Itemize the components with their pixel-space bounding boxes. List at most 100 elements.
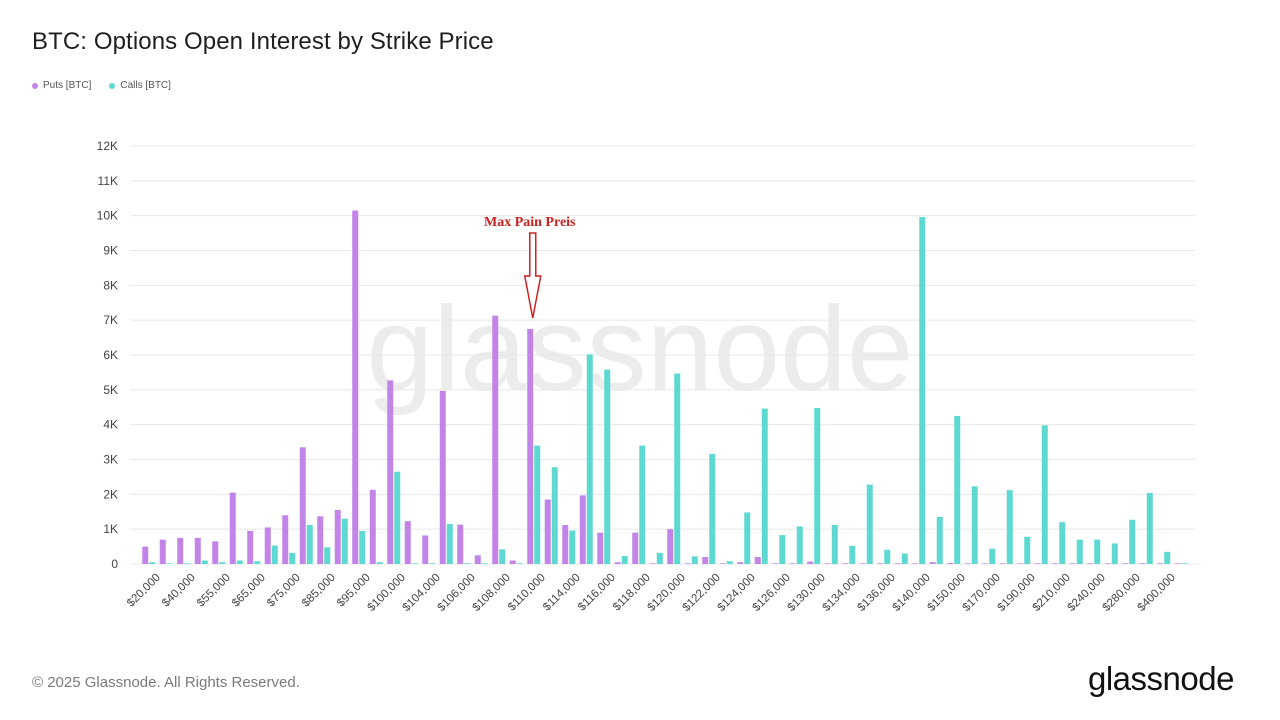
calls-bar: [831, 524, 838, 564]
puts-bar: [667, 529, 674, 564]
puts-bar: [684, 563, 691, 564]
x-tick-label: $85,000: [300, 572, 338, 610]
legend-label-calls: Calls [BTC]: [120, 80, 171, 91]
puts-bar: [614, 562, 621, 564]
puts-bar: [877, 563, 884, 564]
puts-bar: [982, 563, 989, 564]
puts-bar: [1052, 563, 1059, 564]
puts-bar: [579, 495, 586, 564]
calls-bar: [1181, 563, 1188, 564]
calls-bar: [866, 484, 873, 564]
calls-bar: [761, 408, 768, 564]
puts-bar: [509, 560, 516, 564]
calls-bar: [726, 561, 733, 564]
puts-bar: [597, 532, 604, 564]
puts-bar: [859, 563, 866, 564]
puts-bar: [1017, 563, 1024, 564]
calls-bar: [219, 562, 226, 564]
puts-bar: [649, 563, 656, 564]
puts-bar: [317, 516, 324, 564]
calls-bar: [919, 217, 926, 564]
puts-legend-dot: [32, 82, 38, 89]
calls-bar: [604, 369, 611, 564]
calls-bar: [621, 555, 628, 564]
x-tick-label: $400,000: [1135, 572, 1177, 614]
puts-bar: [737, 562, 744, 564]
puts-bar: [1087, 563, 1094, 564]
calls-bar: [446, 523, 453, 564]
y-tick-label: 7K: [103, 313, 118, 327]
calls-bar: [1164, 551, 1171, 564]
puts-bar: [387, 380, 394, 564]
puts-bar: [457, 524, 464, 564]
calls-bar: [1111, 543, 1118, 564]
y-tick-label: 3K: [103, 453, 118, 467]
legend-item-calls[interactable]: Calls [BTC]: [109, 80, 171, 91]
calls-bar: [481, 563, 488, 564]
y-tick-label: 0: [111, 557, 118, 571]
calls-bar: [411, 563, 418, 564]
calls-bar: [1129, 519, 1136, 564]
max-pain-label: Max Pain Preis: [484, 215, 576, 230]
calls-bar: [709, 453, 716, 564]
puts-bar: [334, 510, 341, 564]
puts-bar: [544, 499, 551, 564]
puts-bar: [282, 515, 289, 564]
calls-bar: [464, 563, 471, 564]
calls-bar: [1094, 539, 1101, 564]
calls-bar: [306, 524, 313, 564]
y-tick-label: 6K: [103, 348, 118, 362]
puts-bar: [719, 563, 726, 564]
x-tick-label: $108,000: [470, 572, 512, 614]
calls-bar: [639, 445, 646, 564]
y-tick-label: 1K: [103, 522, 118, 536]
calls-bar: [376, 562, 383, 564]
calls-bar: [394, 471, 401, 564]
calls-bar: [271, 545, 278, 564]
puts-bar: [229, 492, 236, 564]
calls-bar: [744, 512, 751, 564]
x-tick-label: $55,000: [195, 572, 233, 610]
calls-bar: [569, 530, 576, 564]
puts-bar: [422, 535, 429, 564]
puts-bar: [929, 562, 936, 564]
puts-bar: [474, 555, 481, 564]
calls-bar: [674, 373, 681, 564]
legend-item-puts[interactable]: Puts [BTC]: [32, 80, 91, 91]
y-tick-label: 11K: [98, 174, 118, 188]
puts-bar: [912, 563, 919, 564]
x-tick-label: $75,000: [265, 572, 303, 610]
calls-bar: [254, 561, 261, 564]
y-tick-label: 8K: [103, 278, 118, 292]
calls-bar: [691, 556, 698, 564]
puts-bar: [264, 527, 271, 564]
calls-bar: [1146, 492, 1153, 564]
calls-bar: [201, 560, 208, 564]
y-tick-label: 10K: [97, 209, 118, 223]
copyright-text: © 2025 Glassnode. All Rights Reserved.: [32, 674, 300, 691]
watermark-text: glassnode: [366, 282, 913, 416]
puts-bar: [1139, 563, 1146, 564]
calls-bar: [534, 445, 541, 564]
puts-bar: [1157, 563, 1164, 564]
max-pain-arrow-icon: [523, 232, 542, 319]
puts-bar: [842, 563, 849, 564]
calls-bar: [166, 563, 173, 564]
x-tick-label: $116,000: [576, 572, 618, 614]
calls-bar: [814, 407, 821, 564]
y-tick-label: 2K: [103, 487, 118, 501]
calls-bar: [971, 486, 978, 564]
x-tick-label: $40,000: [160, 572, 198, 610]
puts-bar: [964, 563, 971, 564]
puts-bar: [562, 524, 569, 564]
puts-bar: [299, 447, 306, 564]
puts-bar: [159, 539, 166, 564]
puts-bar: [212, 541, 219, 564]
calls-bar: [901, 553, 908, 564]
puts-bar: [369, 489, 376, 564]
puts-bar: [789, 563, 796, 564]
puts-bar: [404, 521, 411, 564]
puts-bar: [1122, 563, 1129, 564]
calls-bar: [359, 530, 366, 564]
